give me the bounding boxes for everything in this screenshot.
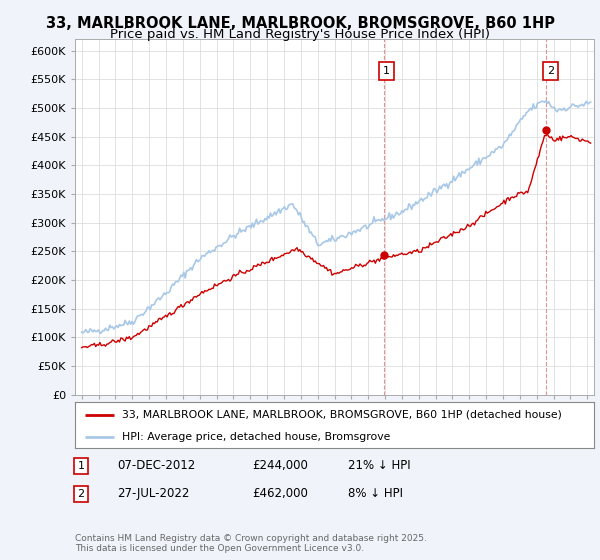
Text: 07-DEC-2012: 07-DEC-2012	[117, 459, 195, 473]
Text: Price paid vs. HM Land Registry's House Price Index (HPI): Price paid vs. HM Land Registry's House …	[110, 28, 490, 41]
Text: HPI: Average price, detached house, Bromsgrove: HPI: Average price, detached house, Brom…	[122, 432, 390, 441]
Text: 2: 2	[547, 66, 554, 76]
Text: 27-JUL-2022: 27-JUL-2022	[117, 487, 190, 501]
Text: 1: 1	[77, 461, 85, 471]
Text: 1: 1	[383, 66, 390, 76]
Text: 8% ↓ HPI: 8% ↓ HPI	[348, 487, 403, 501]
Text: £462,000: £462,000	[252, 487, 308, 501]
Text: 33, MARLBROOK LANE, MARLBROOK, BROMSGROVE, B60 1HP: 33, MARLBROOK LANE, MARLBROOK, BROMSGROV…	[46, 16, 554, 31]
Text: 33, MARLBROOK LANE, MARLBROOK, BROMSGROVE, B60 1HP (detached house): 33, MARLBROOK LANE, MARLBROOK, BROMSGROV…	[122, 410, 562, 420]
Text: Contains HM Land Registry data © Crown copyright and database right 2025.
This d: Contains HM Land Registry data © Crown c…	[75, 534, 427, 553]
Text: 21% ↓ HPI: 21% ↓ HPI	[348, 459, 410, 473]
Text: 2: 2	[77, 489, 85, 499]
Text: £244,000: £244,000	[252, 459, 308, 473]
